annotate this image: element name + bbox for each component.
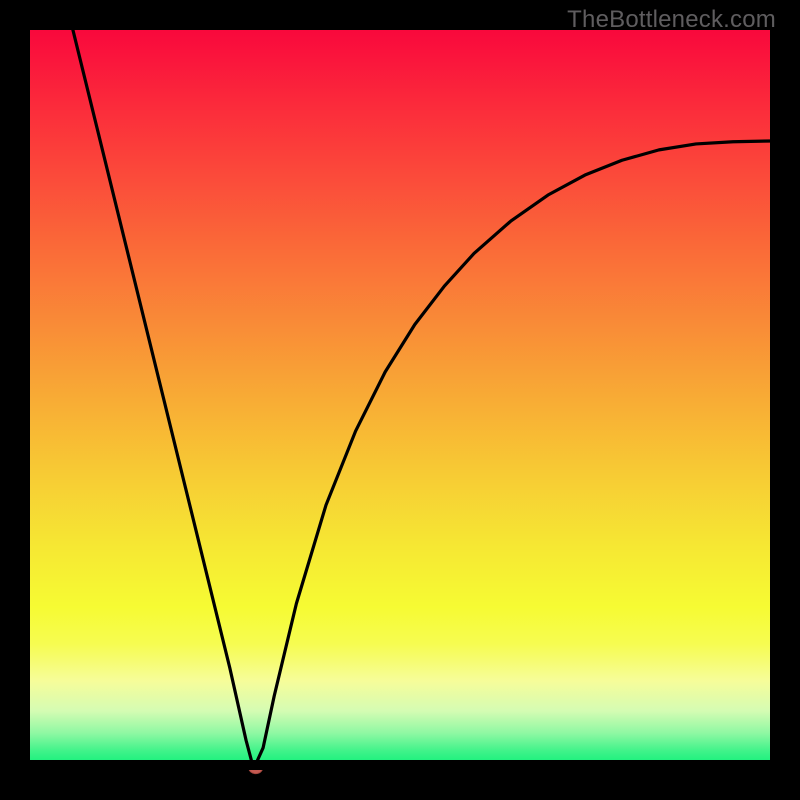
watermark-text: TheBottleneck.com — [567, 6, 776, 34]
bottleneck-chart — [0, 0, 800, 800]
plot-background — [30, 30, 770, 770]
x-axis-tick-bar — [30, 760, 770, 770]
